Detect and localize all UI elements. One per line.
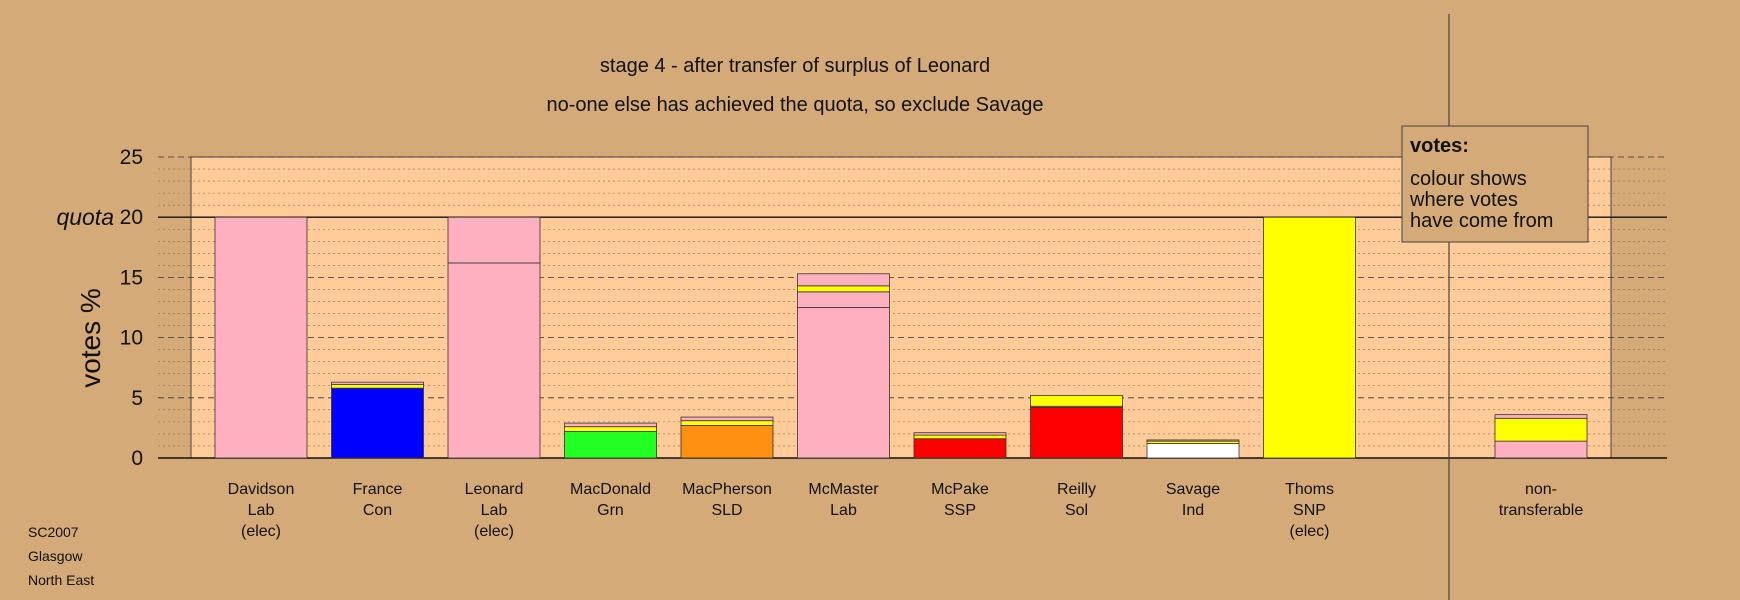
bar-france xyxy=(331,381,424,459)
bar-segment xyxy=(680,420,774,426)
bar-segment xyxy=(797,307,890,459)
x-tick-label: (elec) xyxy=(241,523,281,540)
footer-line: North East xyxy=(28,572,95,588)
y-tick-label: 15 xyxy=(120,266,143,289)
y-tick-label: 25 xyxy=(120,146,143,169)
x-tick-label: (elec) xyxy=(1289,523,1329,540)
x-tick-label: Leonard xyxy=(465,481,524,498)
bar-segment xyxy=(913,434,1007,440)
x-tick-label: McPake xyxy=(931,481,989,498)
x-tick-label: MacDonald xyxy=(570,481,651,498)
x-axis-labels: Davidson Lab (elec) France Con Leonard Lab (ele… xyxy=(228,481,1584,540)
legend-box xyxy=(1401,125,1589,243)
legend: votes: colour shows where votes have com… xyxy=(1401,125,1589,243)
bar-segment xyxy=(331,381,424,385)
y-axis-label: votes % xyxy=(75,288,106,388)
footer-line: Glasgow xyxy=(28,548,83,564)
y-tick-label: 5 xyxy=(131,387,143,410)
footer-caption: SC2007 Glasgow North East xyxy=(28,520,94,592)
bar-macpherson xyxy=(680,416,774,459)
legend-line: colour shows xyxy=(1410,168,1527,190)
x-tick-label: McMaster xyxy=(808,481,879,498)
bar-segment xyxy=(913,432,1007,436)
chart-title: stage 4 - after transfer of surplus of L… xyxy=(600,55,990,77)
bar-segment xyxy=(564,431,657,459)
bar-nontransferable xyxy=(1494,414,1588,459)
chart-subtitle: no-one else has achieved the quota, so e… xyxy=(546,94,1043,116)
legend-title: votes: xyxy=(1410,135,1469,157)
x-tick-label: (elec) xyxy=(474,523,514,540)
y-tick-label: 0 xyxy=(131,447,143,470)
bar-macdonald xyxy=(564,422,657,459)
x-tick-label: Sol xyxy=(1065,502,1088,519)
bar-segment xyxy=(797,273,890,287)
bar-segment xyxy=(1146,443,1240,459)
y-axis: 0 5 10 15 20 25 quota xyxy=(56,146,143,470)
plot-area xyxy=(190,156,1612,459)
x-tick-label: MacPherson xyxy=(682,481,772,498)
bar-segment xyxy=(1030,407,1123,459)
x-tick-label: Davidson xyxy=(228,481,295,498)
x-tick-label: non- xyxy=(1525,481,1557,498)
quota-label: quota xyxy=(56,204,114,230)
x-tick-label: SNP xyxy=(1293,502,1326,519)
bar-mcpake xyxy=(913,432,1007,459)
bar-segment xyxy=(564,422,657,428)
bar-segment xyxy=(331,387,424,459)
bar-davidson xyxy=(214,216,308,459)
bar-segment xyxy=(1030,394,1123,407)
x-tick-label: Ind xyxy=(1182,502,1204,519)
x-tick-label: Con xyxy=(363,502,392,519)
bar-thoms xyxy=(1263,216,1356,459)
bar-segment xyxy=(1146,439,1240,442)
y-tick-label: 20 xyxy=(120,206,143,229)
x-tick-label: SSP xyxy=(944,502,976,519)
x-tick-label: Reilly xyxy=(1057,481,1096,498)
bar-segment xyxy=(1494,440,1588,459)
x-tick-label: Thoms xyxy=(1285,481,1334,498)
x-tick-label: Grn xyxy=(597,502,624,519)
x-tick-label: transferable xyxy=(1499,502,1584,519)
bar-segment xyxy=(447,216,541,264)
legend-line: where votes xyxy=(1409,189,1518,211)
x-tick-label: Lab xyxy=(481,502,508,519)
x-tick-label: Lab xyxy=(830,502,857,519)
bar-segment xyxy=(564,426,657,432)
x-tick-label: Savage xyxy=(1166,481,1220,498)
bar-savage xyxy=(1146,439,1240,459)
bar-segment xyxy=(214,216,308,459)
bar-segment xyxy=(680,416,774,422)
legend-line: have come from xyxy=(1410,210,1553,232)
bar-segment xyxy=(797,285,890,293)
footer-line: SC2007 xyxy=(28,524,79,540)
x-tick-label: SLD xyxy=(711,502,742,519)
bar-segment xyxy=(680,425,774,459)
bar-mcmaster xyxy=(797,273,890,459)
bar-segment xyxy=(447,262,541,459)
bar-segment xyxy=(1494,417,1588,442)
x-tick-label: Lab xyxy=(248,502,275,519)
bar-leonard xyxy=(447,216,541,459)
bars xyxy=(214,216,1588,459)
bar-reilly xyxy=(1030,394,1123,459)
bar-segment xyxy=(913,438,1007,459)
y-tick-label: 10 xyxy=(120,327,143,350)
x-tick-label: France xyxy=(353,481,403,498)
bar-segment xyxy=(1263,216,1356,459)
bar-segment xyxy=(1494,414,1588,419)
bar-segment xyxy=(797,291,890,308)
bar-segment xyxy=(331,384,424,389)
